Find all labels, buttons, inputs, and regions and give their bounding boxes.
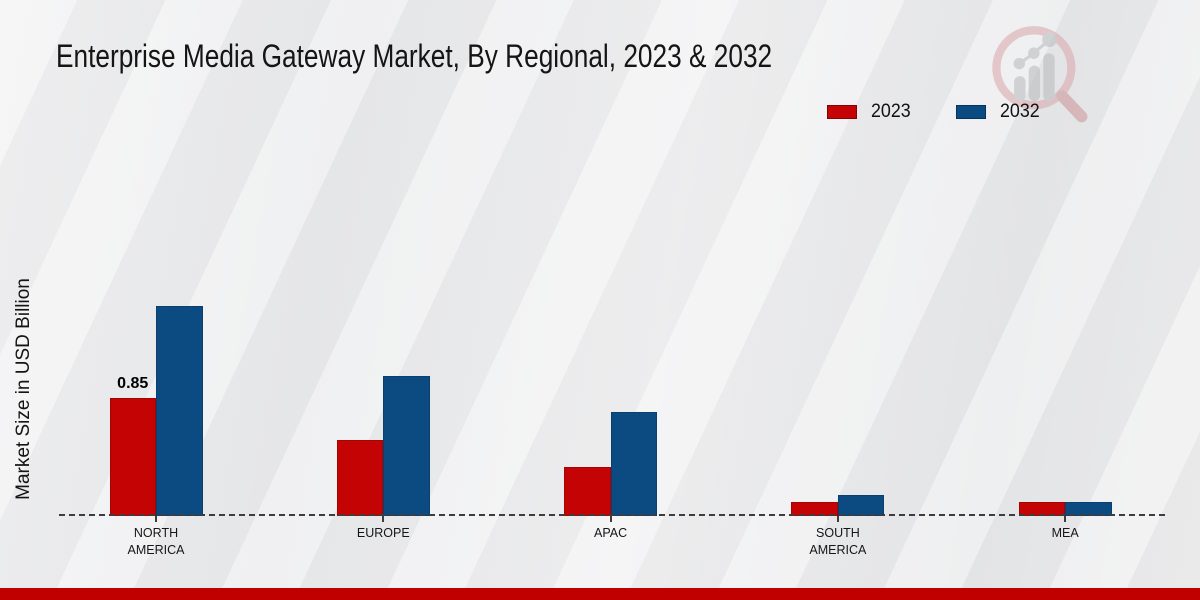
legend-item-2023: 2023 [827, 101, 913, 123]
bar-2023-mea [1018, 502, 1066, 516]
footer-accent-stripe [0, 588, 1200, 600]
legend-label-2023: 2023 [871, 101, 912, 122]
legend-item-2032: 2032 [955, 101, 1042, 123]
category-label-north-america: NORTH AMERICA [127, 526, 185, 557]
category-label-south-america: SOUTH AMERICA [809, 526, 867, 557]
x-axis-tick [609, 516, 612, 522]
chart-title: Enterprise Media Gateway Market, By Regi… [56, 38, 773, 74]
bar-2023-apac [564, 467, 611, 516]
bar-2023-south-america [791, 502, 838, 516]
bar-2023-north-america [109, 398, 156, 516]
bar-2032-south-america [837, 495, 885, 516]
x-axis-tick [155, 516, 157, 522]
bar-2032-europe [383, 376, 430, 516]
legend: 2023 2032 [827, 101, 1042, 123]
bar-2032-north-america [156, 306, 203, 516]
legend-swatch-2023 [827, 105, 858, 119]
bar-2032-mea [1065, 502, 1112, 516]
x-axis-tick [382, 516, 385, 522]
legend-swatch-2032 [955, 105, 986, 119]
category-label-europe: EUROPE [356, 526, 410, 540]
category-label-mea: MEA [1051, 526, 1079, 540]
category-label-apac: APAC [594, 526, 628, 540]
legend-label-2032: 2032 [999, 101, 1040, 122]
value-label-2023-north-america: 0.85 [117, 375, 149, 392]
x-axis-tick [1064, 516, 1067, 522]
bar-2023-europe [336, 440, 384, 516]
x-axis-tick [836, 516, 839, 522]
x-axis-baseline [59, 514, 1165, 516]
bar-2032-apac [610, 412, 658, 516]
